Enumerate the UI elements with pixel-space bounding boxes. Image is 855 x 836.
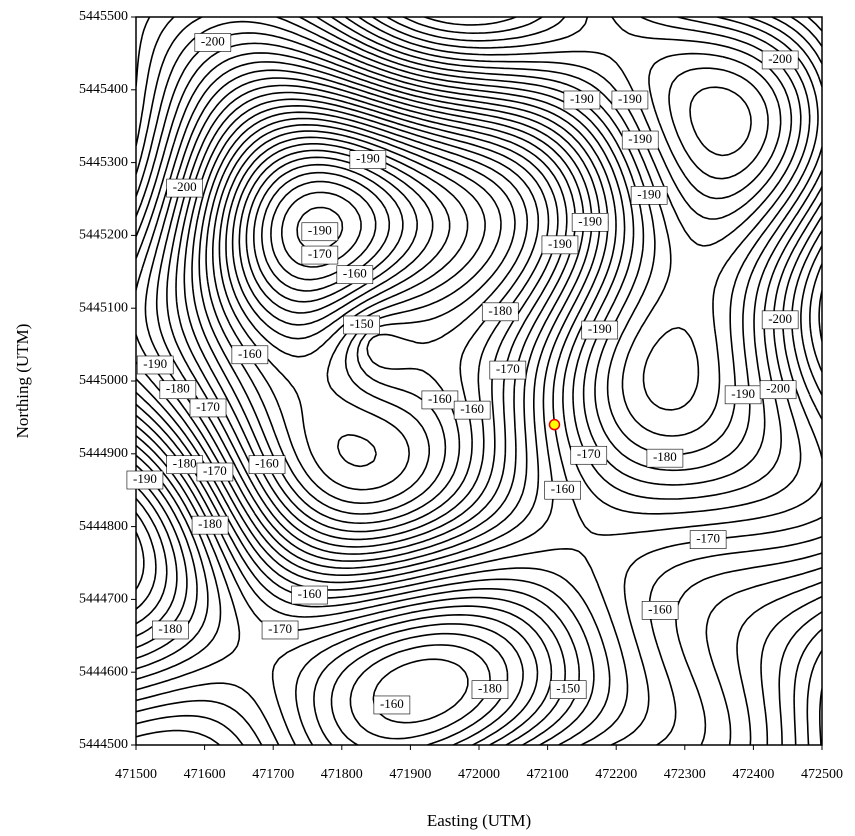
contour-label: -170: [196, 399, 220, 414]
contour-label: -170: [577, 446, 601, 461]
y-tick-label: 5445100: [79, 300, 128, 315]
x-tick-label: 472200: [595, 767, 637, 782]
y-tick-label: 5445000: [79, 373, 128, 388]
contour-label: -190: [570, 91, 594, 106]
contour-label: -150: [556, 681, 580, 696]
contour-label: -160: [255, 456, 279, 471]
y-tick-label: 5445400: [79, 82, 128, 97]
x-axis-title: Easting (UTM): [427, 811, 531, 830]
x-tick-label: 471900: [389, 767, 431, 782]
contour-label: -190: [618, 91, 642, 106]
y-tick-label: 5445200: [79, 228, 128, 243]
x-tick-label: 471800: [321, 767, 363, 782]
contour-label: -200: [201, 33, 225, 48]
contour-label: -160: [298, 586, 322, 601]
x-tick-label: 472000: [458, 767, 500, 782]
x-tick-label: 472400: [732, 767, 774, 782]
contour-label: -180: [478, 681, 502, 696]
contour-label: -160: [428, 391, 452, 406]
y-tick-label: 5444600: [79, 664, 128, 679]
contour-label: -180: [198, 516, 222, 531]
contour-label: -200: [768, 311, 792, 326]
y-tick-label: 5444800: [79, 519, 128, 534]
contour-label: -170: [308, 246, 332, 261]
contour-label: -190: [637, 186, 661, 201]
y-tick-label: 5444700: [79, 592, 128, 607]
contour-label: -190: [548, 236, 572, 251]
y-tick-label: 5444500: [79, 737, 128, 752]
contour-label: -190: [308, 223, 332, 238]
y-axis-title: Northing (UTM): [13, 324, 32, 439]
contour-line: [136, 17, 822, 745]
contour-label: -190: [133, 471, 157, 486]
y-tick-label: 5444900: [79, 446, 128, 461]
contour-label: -200: [766, 381, 790, 396]
contour-label: -160: [648, 601, 672, 616]
contour-label: -160: [343, 266, 367, 281]
x-tick-label: 472500: [801, 767, 843, 782]
contour-label: -160: [380, 696, 404, 711]
contour-label: -160: [460, 401, 484, 416]
contour-label: -170: [696, 531, 720, 546]
contour-label: -180: [173, 456, 197, 471]
contour-label: -160: [238, 346, 262, 361]
x-tick-label: 472100: [527, 767, 569, 782]
contour-label: -180: [653, 449, 677, 464]
contour-label: -150: [350, 316, 374, 331]
contour-label: -180: [166, 381, 190, 396]
contour-label: -180: [158, 621, 182, 636]
contour-label: -190: [356, 151, 380, 166]
contour-label: -190: [628, 131, 652, 146]
x-tick-label: 472300: [664, 767, 706, 782]
contour-texture: [136, 17, 822, 745]
contour-label: -200: [173, 179, 197, 194]
contour-label: -170: [496, 361, 520, 376]
y-tick-label: 5445500: [79, 9, 128, 24]
contour-label: -160: [551, 481, 575, 496]
contour-label: -170: [268, 621, 292, 636]
x-tick-label: 471500: [115, 767, 157, 782]
contour-label: -190: [731, 386, 755, 401]
contour-label: -180: [488, 303, 512, 318]
contour-label: -200: [768, 51, 792, 66]
contour-label: -170: [203, 463, 227, 478]
contour-label: -190: [588, 321, 612, 336]
x-tick-label: 471700: [252, 767, 294, 782]
y-tick-label: 5445300: [79, 155, 128, 170]
marker: [549, 420, 559, 430]
chart: Easting (UTM) Northing (UTM) 471500 47160…: [0, 0, 855, 836]
contour-label: -190: [578, 213, 602, 228]
contour-label: -190: [143, 356, 167, 371]
x-tick-label: 471600: [184, 767, 226, 782]
